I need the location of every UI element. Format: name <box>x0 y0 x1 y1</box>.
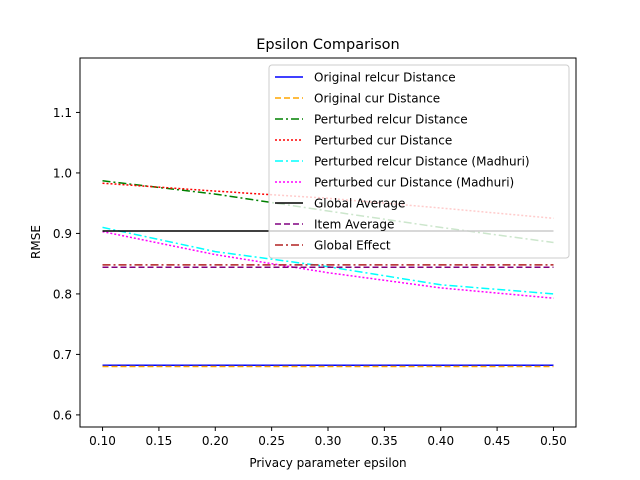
legend-label: Perturbed cur Distance (Madhuri) <box>314 176 514 190</box>
y-axis-label: RMSE <box>29 225 43 259</box>
y-tick-label: 0.8 <box>53 287 72 301</box>
y-tick-label: 1.1 <box>53 106 72 120</box>
x-tick-label: 0.20 <box>202 434 229 448</box>
x-tick-label: 0.35 <box>371 434 398 448</box>
x-tick-label: 0.50 <box>540 434 567 448</box>
chart-title: Epsilon Comparison <box>256 37 399 53</box>
legend-label: Global Effect <box>314 239 391 253</box>
legend-label: Perturbed relcur Distance (Madhuri) <box>314 155 530 169</box>
legend-label: Perturbed cur Distance <box>314 134 452 148</box>
x-tick-label: 0.10 <box>89 434 116 448</box>
x-tick-label: 0.25 <box>258 434 285 448</box>
y-tick-label: 0.6 <box>53 408 72 422</box>
legend-label: Perturbed relcur Distance <box>314 113 468 127</box>
x-tick-label: 0.30 <box>315 434 342 448</box>
x-axis-ticks: 0.10 0.15 0.20 0.25 0.30 0.35 0.40 0.45 0.50 <box>89 427 567 448</box>
legend-label: Original cur Distance <box>314 92 440 106</box>
x-tick-label: 0.45 <box>484 434 511 448</box>
legend: Original relcur Distance Original cur Dis… <box>268 64 570 259</box>
y-tick-label: 0.9 <box>53 227 72 241</box>
series-line-5 <box>102 230 554 299</box>
legend-label: Original relcur Distance <box>314 71 456 85</box>
legend-label: Item Average <box>314 218 394 232</box>
y-axis-ticks: 0.6 0.7 0.8 0.9 1.0 1.1 <box>53 106 80 422</box>
y-tick-label: 0.7 <box>53 348 72 362</box>
legend-label: Global Average <box>314 197 405 211</box>
y-tick-label: 1.0 <box>53 166 72 180</box>
x-axis-label: Privacy parameter epsilon <box>249 456 406 470</box>
x-tick-label: 0.40 <box>427 434 454 448</box>
x-tick-label: 0.15 <box>146 434 173 448</box>
legend-box <box>268 64 570 259</box>
axes-frame <box>79 57 577 428</box>
